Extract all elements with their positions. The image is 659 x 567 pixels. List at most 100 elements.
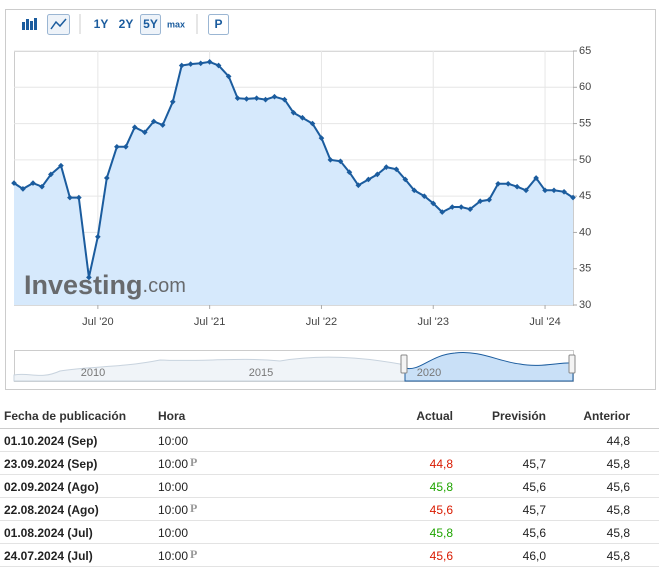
p-button[interactable]: P xyxy=(214,17,222,31)
release-date: 24.07.2024 (Jul) xyxy=(4,549,93,563)
y-tick-label: 65 xyxy=(579,45,591,57)
previous-value: 45,6 xyxy=(606,480,630,494)
release-date: 01.08.2024 (Jul) xyxy=(4,526,93,540)
point xyxy=(505,180,511,187)
table-row: 23.09.2024 (Sep) 10:00 P 44,8 45,7 45,8 xyxy=(0,452,659,475)
point xyxy=(262,96,269,103)
x-tick-label: Jul '23 xyxy=(418,316,449,328)
release-time: 10:00 xyxy=(158,457,189,471)
x-tick-label: Jul '21 xyxy=(194,316,225,328)
column-header: Anterior xyxy=(583,409,630,423)
point xyxy=(411,187,418,194)
point xyxy=(542,187,548,194)
point xyxy=(355,182,362,189)
range-button[interactable]: 2Y xyxy=(119,17,134,31)
point xyxy=(346,169,353,176)
point xyxy=(141,129,148,136)
navigator-handle[interactable] xyxy=(568,354,576,374)
x-tick-label: Jul '24 xyxy=(529,316,560,328)
p-button-box xyxy=(208,14,229,35)
navigator-handle[interactable] xyxy=(400,354,408,374)
bar-chart-icon[interactable] xyxy=(22,18,37,30)
point xyxy=(570,194,576,201)
release-time: 10:00 xyxy=(158,503,189,517)
range-button[interactable]: 5Y xyxy=(143,17,158,31)
y-tick-label: 60 xyxy=(579,81,591,93)
range-button[interactable]: 1Y xyxy=(94,17,109,31)
point xyxy=(271,93,278,100)
point xyxy=(290,109,297,116)
point xyxy=(67,194,73,201)
release-date: 01.10.2024 (Sep) xyxy=(4,434,98,448)
navigator-label: 2020 xyxy=(417,367,441,379)
forecast-value: 45,7 xyxy=(522,503,546,517)
column-header: Previsión xyxy=(491,409,546,423)
column-header: Actual xyxy=(416,409,453,423)
point xyxy=(477,198,484,205)
line-chart-icon[interactable] xyxy=(47,14,70,35)
point xyxy=(253,95,260,101)
table-header: Fecha de publicación Hora Actual Previsión A… xyxy=(0,402,659,429)
point xyxy=(281,96,288,103)
preliminary-icon: P xyxy=(190,455,198,469)
point xyxy=(337,158,344,165)
previous-value: 45,8 xyxy=(606,503,630,517)
point xyxy=(495,180,501,187)
y-tick-label: 40 xyxy=(579,226,591,238)
forecast-value: 45,7 xyxy=(522,457,546,471)
watermark-suffix: .com xyxy=(143,275,186,297)
history-table: Fecha de publicación Hora Actual Previsión A… xyxy=(0,402,659,567)
range-button[interactable]: max xyxy=(167,19,185,29)
previous-value: 45,8 xyxy=(606,526,630,540)
point xyxy=(523,187,529,194)
point xyxy=(514,183,520,190)
y-tick-label: 35 xyxy=(579,263,591,275)
release-time: 10:00 xyxy=(158,480,189,494)
point xyxy=(430,200,437,207)
navigator-label: 2010 xyxy=(81,367,105,379)
actual-value: 44,8 xyxy=(429,457,453,471)
point xyxy=(318,135,325,141)
point xyxy=(421,193,428,199)
forecast-value: 45,6 xyxy=(522,526,546,540)
point xyxy=(20,186,26,192)
point xyxy=(159,122,166,128)
point xyxy=(150,118,157,125)
release-date: 22.08.2024 (Ago) xyxy=(4,503,99,517)
release-time: 10:00 xyxy=(158,526,189,540)
point xyxy=(467,206,473,213)
previous-value: 44,8 xyxy=(606,434,630,448)
point xyxy=(234,95,241,101)
table-row: 02.09.2024 (Ago) 10:00 45,8 45,6 45,6 xyxy=(0,475,659,498)
point xyxy=(114,143,120,150)
y-tick-label: 30 xyxy=(579,299,591,311)
release-date: 02.09.2024 (Ago) xyxy=(4,480,99,494)
table-row: 24.07.2024 (Jul) 10:00 P 45,6 46,0 45,8 xyxy=(0,544,659,567)
point xyxy=(309,120,316,127)
chart-widget: 1Y 2Y 5Y max P 30 35 40 45 50 55 60 65 Jul '20 Ju… xyxy=(5,9,656,390)
point xyxy=(76,194,82,201)
release-time: 10:00 xyxy=(158,549,189,563)
preliminary-icon: P xyxy=(190,501,198,515)
preliminary-icon: P xyxy=(190,547,198,561)
point xyxy=(533,175,539,181)
point xyxy=(122,143,129,150)
actual-value: 45,8 xyxy=(429,480,453,494)
point xyxy=(95,233,101,240)
point xyxy=(225,73,232,80)
y-tick-label: 45 xyxy=(579,190,591,202)
column-header: Hora xyxy=(158,409,186,423)
y-tick-label: 55 xyxy=(579,117,591,129)
previous-value: 45,8 xyxy=(606,549,630,563)
point xyxy=(86,274,92,281)
table-row: 01.08.2024 (Jul) 10:00 45,8 45,6 45,8 xyxy=(0,521,659,544)
point xyxy=(215,62,222,69)
watermark-brand: Investing xyxy=(24,270,143,300)
column-header: Fecha de publicación xyxy=(4,409,127,423)
x-tick-label: Jul '22 xyxy=(306,316,337,328)
release-time: 10:00 xyxy=(158,434,189,448)
forecast-value: 46,0 xyxy=(522,549,546,563)
navigator: 2010 2015 2020 xyxy=(13,350,576,382)
point xyxy=(299,114,306,121)
